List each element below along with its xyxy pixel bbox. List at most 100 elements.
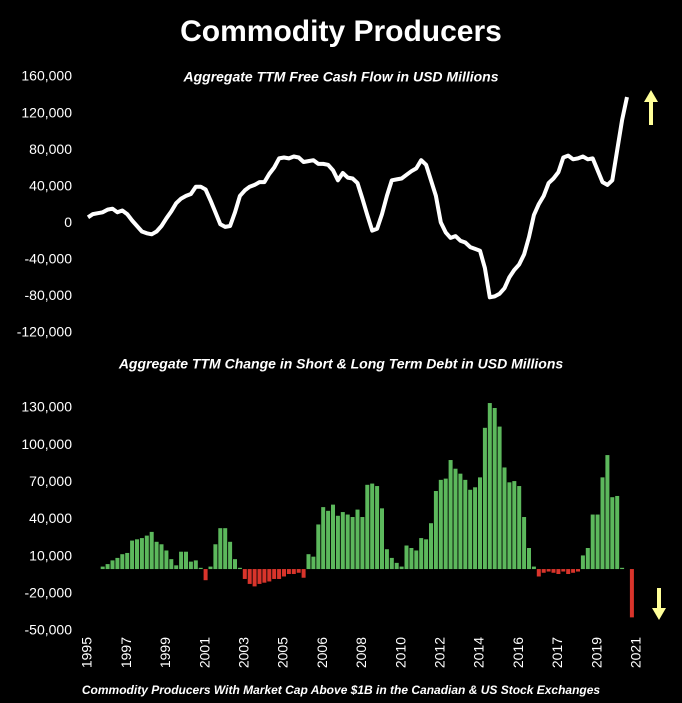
bar xyxy=(536,569,541,577)
bar xyxy=(531,566,536,570)
y-tick-label: 160,000 xyxy=(21,68,72,84)
bar xyxy=(409,547,414,570)
bar xyxy=(546,569,551,572)
bar xyxy=(492,408,497,570)
bar xyxy=(512,481,517,570)
bar xyxy=(595,514,600,570)
x-tick-label: 2014 xyxy=(471,637,487,668)
bar xyxy=(463,479,468,570)
bar xyxy=(433,491,438,570)
subtitle: Aggregate TTM Free Cash Flow in USD Mill… xyxy=(182,69,498,85)
bar xyxy=(130,540,135,570)
chart-title: Commodity Producers xyxy=(180,15,502,48)
bar xyxy=(487,403,492,570)
y-tick-label: 130,000 xyxy=(21,399,72,415)
bar xyxy=(135,539,139,570)
bar xyxy=(610,497,615,570)
bar xyxy=(154,541,159,570)
y-tick-label: 10,000 xyxy=(29,547,72,563)
bar xyxy=(179,551,184,570)
bar xyxy=(242,569,247,579)
bar xyxy=(345,514,350,570)
y-tick-label: -40,000 xyxy=(25,251,73,267)
bar xyxy=(228,541,233,570)
bar xyxy=(576,569,580,572)
bar xyxy=(468,489,473,570)
bar xyxy=(267,569,272,582)
bar xyxy=(139,538,144,570)
bar xyxy=(335,515,340,570)
bar xyxy=(223,528,228,570)
bar xyxy=(389,557,394,570)
bar xyxy=(282,569,286,577)
y-tick-label: -50,000 xyxy=(25,622,73,638)
bar xyxy=(296,569,301,573)
bar xyxy=(424,539,429,570)
bar xyxy=(149,531,154,570)
bar xyxy=(100,566,105,570)
bar xyxy=(252,569,257,587)
bar xyxy=(262,569,267,583)
x-tick-label: 2001 xyxy=(196,637,212,668)
bar xyxy=(404,545,409,570)
x-tick-label: 2012 xyxy=(432,637,448,668)
bar xyxy=(429,523,433,570)
x-tick-label: 2017 xyxy=(549,637,565,668)
bar xyxy=(605,455,610,570)
bar xyxy=(291,569,296,575)
bar xyxy=(316,524,321,570)
bar xyxy=(144,535,149,570)
y-tick-label: 100,000 xyxy=(21,436,72,452)
bar xyxy=(522,517,527,570)
subtitle: Aggregate TTM Change in Short & Long Ter… xyxy=(118,356,564,372)
bar xyxy=(360,517,365,570)
x-tick-label: 2016 xyxy=(510,637,526,668)
bar xyxy=(615,495,620,570)
x-tick-label: 1997 xyxy=(118,637,134,668)
bar xyxy=(350,517,355,570)
x-tick-label: 2003 xyxy=(236,637,252,668)
bar xyxy=(571,569,576,573)
bar xyxy=(507,482,512,570)
footnote: Commodity Producers With Market Cap Abov… xyxy=(82,683,601,697)
y-tick-label: 80,000 xyxy=(29,141,72,157)
x-tick-label: 2008 xyxy=(353,637,369,668)
bar xyxy=(384,549,389,570)
y-tick-label: 40,000 xyxy=(29,510,72,526)
x-tick-label: 1995 xyxy=(79,637,95,668)
bar xyxy=(448,460,453,570)
bar xyxy=(482,427,487,570)
bar xyxy=(213,544,218,570)
x-tick-label: 2005 xyxy=(275,637,291,668)
up-arrow xyxy=(644,90,658,125)
bar xyxy=(556,569,561,575)
bar xyxy=(326,510,331,570)
bar xyxy=(340,512,345,570)
x-tick-label: 2006 xyxy=(314,637,330,668)
y-tick-label: -120,000 xyxy=(17,324,72,340)
bar xyxy=(478,477,482,570)
bar xyxy=(355,509,360,570)
bar xyxy=(497,426,502,570)
bar xyxy=(370,483,375,570)
bar xyxy=(527,547,531,570)
x-tick-label: 2019 xyxy=(588,637,604,668)
bar xyxy=(629,569,634,618)
bar xyxy=(125,552,130,570)
x-tick-label: 2010 xyxy=(392,637,408,668)
bar xyxy=(233,559,237,570)
y-tick-label: 120,000 xyxy=(21,104,72,120)
bar xyxy=(551,569,556,573)
bar xyxy=(620,567,625,570)
bar xyxy=(473,487,478,570)
bar xyxy=(257,569,262,584)
bar xyxy=(198,567,203,570)
bar xyxy=(286,569,291,575)
y-tick-label: 70,000 xyxy=(29,473,72,489)
bar xyxy=(365,484,370,570)
bar xyxy=(237,567,242,570)
bar xyxy=(247,569,252,584)
y-tick-label: 40,000 xyxy=(29,177,72,193)
